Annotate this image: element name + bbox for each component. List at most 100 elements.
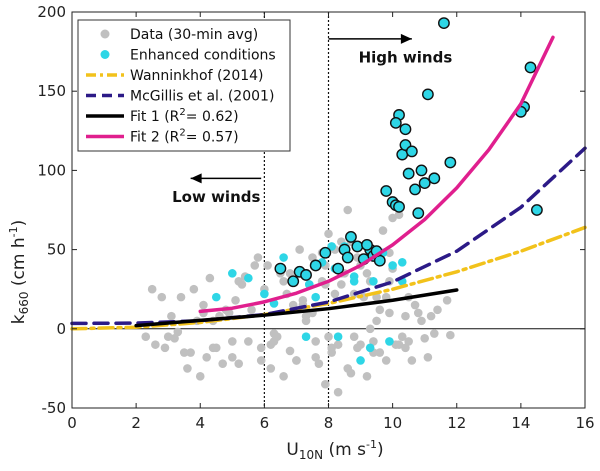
point-data-30-min-avg--108	[266, 340, 276, 349]
point-data-30-min-avg--128	[353, 343, 362, 353]
x-tick-label-14: 14	[511, 414, 530, 432]
point-data-30-min-avg--90	[179, 348, 189, 357]
point-data-30-min-avg--9	[337, 280, 346, 289]
point-enhanced-conditions-25	[228, 269, 237, 278]
point-enhanced-conditions-14	[397, 257, 407, 267]
x-tick-label-0: 0	[67, 414, 77, 432]
point-data-30-min-avg--115	[346, 368, 356, 378]
point-data-30-min-avg--70	[324, 332, 333, 342]
point-data-30-min-avg--38	[237, 280, 247, 289]
point-data-30-min-avg--12	[375, 305, 385, 315]
point-data-30-min-avg--114	[311, 337, 320, 346]
x-tick-label-4: 4	[195, 414, 205, 432]
point-data-30-min-avg--39	[256, 343, 266, 353]
point-enhanced-outlined--5	[319, 246, 332, 259]
point-data-30-min-avg--66	[244, 337, 253, 346]
point-data-30-min-avg--27	[314, 359, 324, 368]
point-enhanced-conditions-23	[327, 242, 337, 251]
y-axis-label-close: )	[9, 220, 29, 227]
point-data-30-min-avg--83	[266, 364, 276, 373]
point-data-30-min-avg--93	[269, 329, 279, 338]
x-tick-label-6: 6	[260, 414, 270, 432]
point-enhanced-outlined--37	[399, 123, 412, 136]
y-axis-label-sup: -1	[7, 226, 20, 237]
legend-label-5: Fit 2 (R2= 0.57)	[130, 128, 239, 146]
point-enhanced-outlined--27	[421, 88, 434, 101]
x-axis-label-sub: 10N	[299, 448, 323, 462]
y-tick-label-50: 50	[47, 241, 66, 259]
point-enhanced-outlined--1	[287, 275, 300, 288]
point-data-30-min-avg--78	[157, 292, 167, 302]
point-data-30-min-avg--47	[410, 300, 420, 310]
point-data-30-min-avg--53	[231, 295, 240, 305]
point-enhanced-outlined--4	[309, 259, 322, 272]
point-data-30-min-avg--37	[218, 359, 227, 368]
y-tick-label-200: 200	[37, 3, 66, 21]
x-axis-label-close: )	[377, 440, 384, 460]
point-data-30-min-avg--88	[369, 337, 378, 346]
y-tick-label-150: 150	[37, 82, 66, 100]
point-data-30-min-avg--121	[163, 332, 173, 342]
y-axis-title: k660 (cm h-1)	[7, 220, 31, 325]
point-data-30-min-avg--49	[446, 330, 455, 340]
legend-label-4: Fit 1 (R2= 0.62)	[130, 107, 239, 125]
point-data-30-min-avg--21	[205, 273, 215, 283]
point-enhanced-outlined--25	[415, 164, 428, 177]
point-enhanced-outlined--23	[409, 183, 421, 196]
point-enhanced-outlined--39	[361, 238, 373, 251]
point-data-30-min-avg--54	[253, 253, 263, 262]
point-enhanced-outlined--32	[524, 61, 537, 74]
point-data-30-min-avg--17	[442, 295, 452, 305]
point-data-30-min-avg--100	[343, 205, 353, 215]
point-data-30-min-avg--11	[362, 269, 372, 278]
x-axis-label-units: (m s	[323, 440, 366, 460]
point-data-30-min-avg--120	[147, 284, 157, 294]
point-data-30-min-avg--24	[263, 261, 272, 270]
x-axis-label-main: U	[286, 440, 298, 460]
point-enhanced-conditions-2	[260, 289, 269, 299]
point-enhanced-conditions-13	[388, 261, 397, 270]
line-fit-2	[198, 35, 555, 314]
legend-label-0: Data (30-min avg)	[130, 27, 258, 43]
point-enhanced-outlined--3	[300, 269, 312, 281]
point-data-30-min-avg--102	[333, 387, 343, 397]
point-data-30-min-avg--46	[394, 340, 404, 349]
point-enhanced-outlined--30	[444, 156, 457, 169]
point-enhanced-outlined--10	[351, 240, 364, 253]
point-data-30-min-avg--98	[385, 308, 394, 318]
y-tick-label-100: 100	[37, 161, 66, 179]
x-tick-label-2: 2	[131, 414, 141, 432]
x-axis-title: U10N (m s-1)	[286, 438, 383, 462]
point-data-30-min-avg--105	[394, 210, 404, 220]
annotation-text-0: High winds	[359, 49, 453, 67]
point-data-30-min-avg--97	[362, 372, 372, 381]
x-axis-label-sup: -1	[366, 438, 377, 451]
point-enhanced-conditions-1	[244, 273, 253, 283]
point-data-30-min-avg--64	[195, 372, 205, 381]
point-enhanced-outlined--0	[274, 262, 287, 275]
point-enhanced-outlined--35	[393, 200, 405, 213]
point-data-30-min-avg--48	[426, 311, 436, 321]
point-enhanced-conditions-3	[279, 253, 288, 262]
annotation-arrow-head-0	[400, 33, 412, 44]
point-data-30-min-avg--19	[167, 311, 176, 321]
point-data-30-min-avg--22	[228, 353, 237, 362]
y-axis-label-units: (cm h	[9, 237, 29, 291]
point-data-30-min-avg--126	[301, 311, 311, 321]
annotation-arrow-head-1	[190, 173, 202, 184]
point-data-30-min-avg--73	[372, 316, 381, 326]
point-data-30-min-avg--117	[385, 248, 394, 258]
point-data-30-min-avg--63	[420, 334, 429, 343]
point-data-30-min-avg--15	[417, 316, 426, 326]
point-data-30-min-avg--18	[151, 340, 160, 349]
point-data-30-min-avg--0	[199, 300, 208, 310]
point-data-30-min-avg--92	[250, 261, 260, 270]
legend-box	[77, 19, 291, 152]
point-enhanced-outlined--29	[438, 17, 450, 29]
point-enhanced-conditions-15	[356, 356, 365, 365]
point-enhanced-conditions-21	[385, 337, 394, 346]
point-enhanced-conditions-11	[369, 276, 378, 286]
annotation-text-1: Low winds	[172, 188, 260, 206]
point-enhanced-conditions-16	[333, 332, 343, 342]
